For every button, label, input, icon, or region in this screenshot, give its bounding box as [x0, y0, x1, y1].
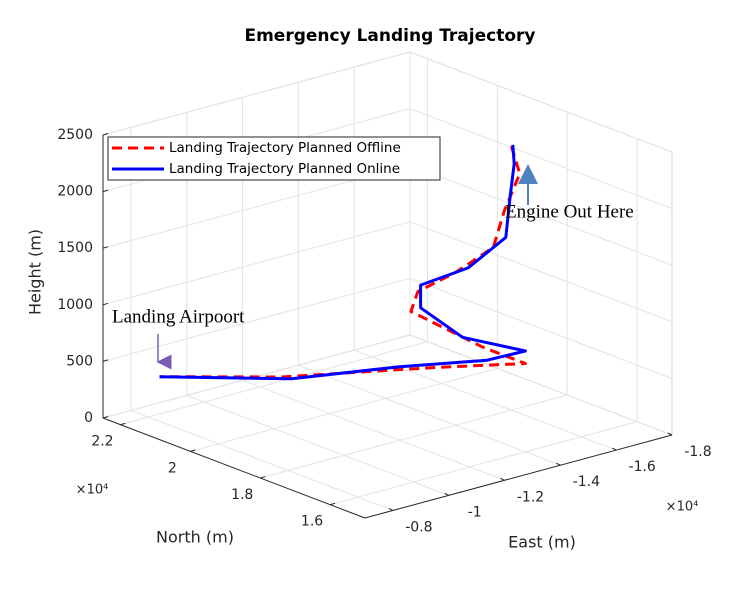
- grid-line: [329, 421, 638, 506]
- z-tick-label: 2500: [57, 127, 93, 143]
- grid-line: [190, 367, 498, 452]
- tick-mark: [102, 246, 109, 249]
- y-tick-label: 2.2: [91, 434, 113, 450]
- x-exponent: ×10⁴: [666, 500, 699, 515]
- grid-line: [102, 51, 411, 136]
- legend-label: Landing Trajectory Planned Offline: [169, 140, 401, 156]
- y-axis-label: North (m): [156, 528, 234, 547]
- grid-line: [409, 51, 673, 153]
- z-tick-label: 1500: [57, 240, 93, 256]
- annotation: Engine Out Here: [505, 201, 634, 222]
- grid-line: [242, 379, 505, 481]
- trajectory-line: [159, 145, 527, 379]
- x-tick-label: -1.6: [629, 459, 656, 475]
- legend-label: Landing Trajectory Planned Online: [169, 161, 400, 177]
- tick-mark: [500, 477, 505, 481]
- y-exponent: ×10⁴: [76, 483, 109, 498]
- grid-line: [260, 394, 568, 479]
- y-tick-label: 1.6: [301, 514, 323, 530]
- tick-mark: [329, 502, 336, 506]
- legend: Landing Trajectory Planned Offline Landin…: [107, 136, 441, 181]
- x-axis-label: East (m): [508, 533, 576, 552]
- tick-mark: [102, 416, 109, 419]
- z-tick-label: 0: [84, 410, 93, 426]
- chart-title: Emergency Landing Trajectory: [244, 26, 535, 46]
- x-tick-label: -0.8: [405, 519, 432, 535]
- z-tick-label: 500: [66, 353, 93, 369]
- grid-line: [409, 334, 673, 436]
- tick-mark: [102, 359, 109, 362]
- grid-line: [298, 364, 561, 466]
- x-tick-label: -1.8: [684, 444, 711, 460]
- grid-line: [130, 409, 394, 511]
- tick-mark: [102, 302, 109, 306]
- annotation: Landing Airpoort: [112, 306, 245, 327]
- grid-line: [186, 394, 449, 496]
- grid-line: [409, 221, 673, 323]
- grid-line: [102, 277, 411, 362]
- z-axis-label: Height (m): [26, 229, 45, 315]
- tick-mark: [444, 492, 449, 496]
- z-tick-label: 2000: [57, 184, 93, 200]
- grid-line: [102, 221, 411, 306]
- tick-mark: [611, 447, 617, 451]
- tick-mark: [102, 133, 109, 136]
- y-tick-label: 2: [168, 460, 177, 476]
- plot-area: [159, 144, 527, 381]
- grid-line: [409, 164, 673, 266]
- trajectory-line: [159, 144, 527, 381]
- legend-box: [107, 136, 441, 181]
- tick-mark: [556, 462, 561, 466]
- y-tick-label: 1.8: [231, 487, 253, 503]
- tick-mark: [102, 189, 109, 193]
- x-tick-label: -1: [468, 504, 482, 520]
- grid-line: [409, 108, 673, 210]
- tick-mark: [120, 422, 126, 426]
- tick-mark: [260, 476, 266, 479]
- grid-line: [120, 341, 428, 426]
- grid: 0 500 1000 1500 2000 2500 1.6 1.8 2 2.2 -0.8 -1 -1.2…: [57, 51, 712, 535]
- tick-mark: [190, 449, 196, 452]
- x-tick-label: -1.4: [573, 474, 600, 490]
- x-tick-label: -1.2: [517, 489, 544, 505]
- grid-line: [354, 349, 617, 451]
- tick-mark: [388, 508, 394, 511]
- z-tick-label: 1000: [57, 297, 93, 313]
- grid-line: [409, 277, 673, 379]
- tick-mark: [667, 432, 673, 436]
- x-axis: [364, 434, 673, 519]
- y-axis: [102, 417, 366, 519]
